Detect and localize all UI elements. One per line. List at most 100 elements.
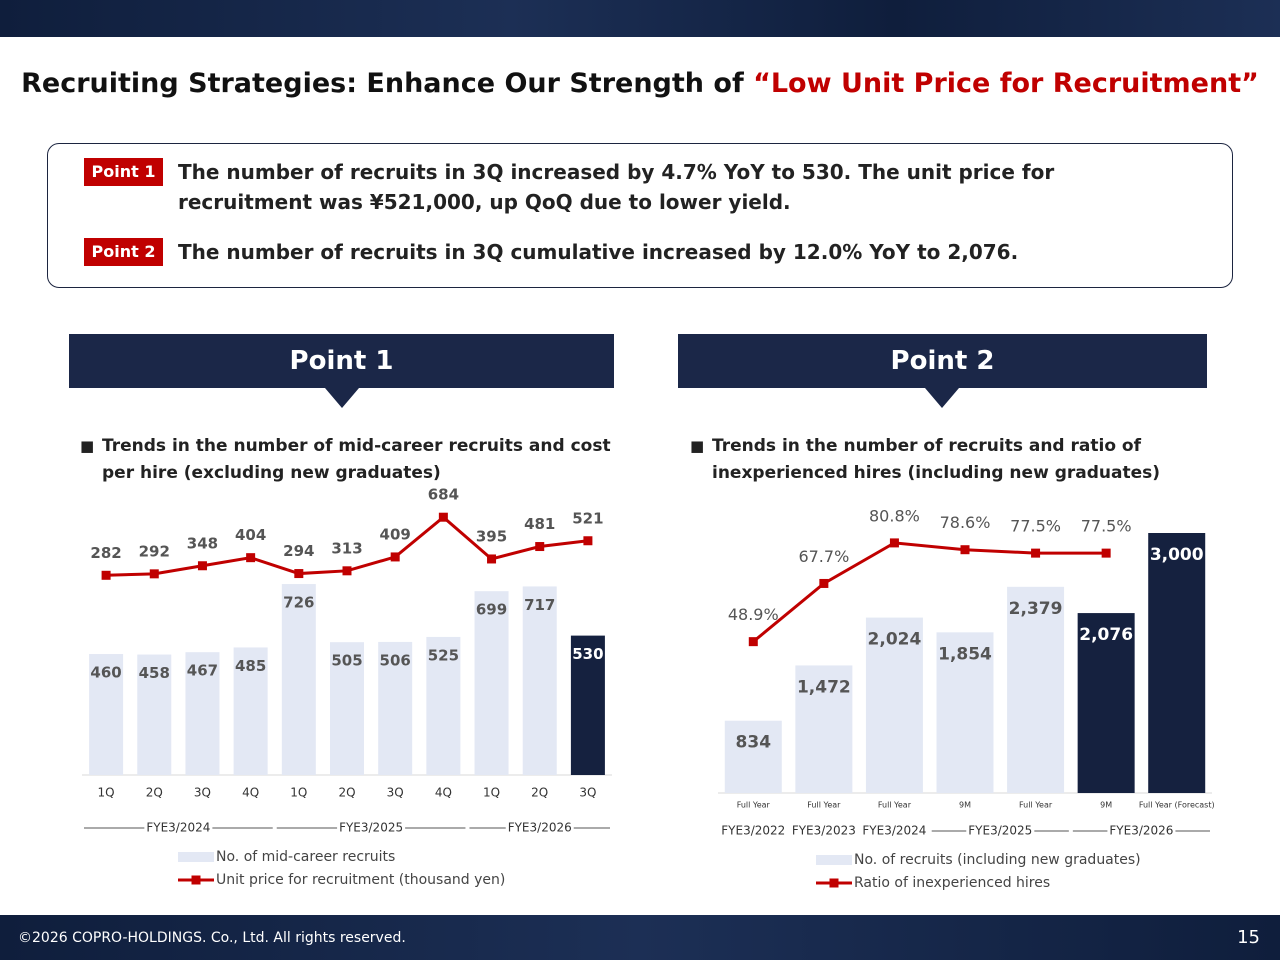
line-marker (149, 569, 159, 579)
legend-swatch (829, 878, 839, 888)
bar-value-label: 506 (380, 651, 411, 669)
copyright: ©2026 COPRO-HOLDINGS. Co., Ltd. All righ… (18, 930, 406, 946)
bar-value-label: 1,472 (797, 677, 851, 697)
bar (1077, 613, 1135, 793)
line-marker (889, 538, 899, 548)
chart-title: Trends in the number of recruits and rat… (690, 433, 1182, 487)
bar (865, 617, 923, 793)
bar (378, 641, 413, 775)
bar (426, 636, 461, 775)
page-number: 15 (1237, 927, 1260, 948)
line-marker (197, 561, 207, 571)
line-marker (246, 553, 256, 563)
line-value-label: 684 (428, 486, 459, 504)
bar-value-label: 3,000 (1150, 545, 1204, 565)
x-tick-label: 9M (1100, 801, 1112, 810)
bar-value-label: 717 (524, 596, 555, 614)
line-marker (583, 536, 593, 546)
line-marker (1101, 548, 1111, 558)
bar (570, 635, 605, 775)
line-value-label: 404 (235, 526, 266, 544)
point-label: Point 1 (84, 158, 163, 186)
bar-value-label: 467 (187, 662, 218, 680)
group-label: FYE3/2024 (862, 824, 926, 838)
bar (233, 647, 268, 775)
line-value-label: 292 (139, 542, 170, 560)
line-value-label: 395 (476, 527, 507, 545)
x-tick-label: 2Q (146, 786, 163, 800)
line-value-label: 294 (283, 542, 314, 560)
x-tick-label: 4Q (242, 786, 259, 800)
bar-value-label: 726 (283, 594, 314, 612)
title-highlight: “Low Unit Price for Recruitment” (753, 68, 1259, 99)
legend-label: No. of recruits (including new graduates… (854, 852, 1141, 868)
bar (474, 591, 509, 775)
x-tick-label: Full Year (737, 801, 771, 810)
line-value-label: 78.6% (940, 513, 991, 532)
bar (795, 665, 853, 793)
x-tick-label: Full Year (878, 801, 912, 810)
line-marker (819, 578, 829, 588)
group-label: FYE3/2025 (339, 821, 403, 835)
line-value-label: 77.5% (1081, 517, 1132, 536)
bar (522, 586, 557, 775)
bar-value-label: 460 (90, 664, 121, 682)
x-tick-label: 9M (959, 801, 971, 810)
bar-value-label: 530 (572, 645, 603, 663)
group-label: FYE3/2026 (508, 821, 572, 835)
line-marker (1031, 548, 1041, 558)
panel-header: Point 2 (678, 334, 1207, 388)
bar (137, 654, 172, 775)
line-marker (748, 637, 758, 647)
line-value-label: 348 (187, 534, 218, 552)
x-tick-label: Full Year (1019, 801, 1053, 810)
point-text: The number of recruits in 3Q cumulative … (178, 240, 1019, 264)
x-tick-label: 3Q (194, 786, 211, 800)
line (752, 541, 1107, 643)
x-tick-label: 3Q (387, 786, 404, 800)
x-tick-label: Full Year (Forecast) (1139, 801, 1215, 810)
line-value-label: 313 (331, 539, 362, 557)
bar (1007, 586, 1065, 793)
bar (281, 584, 316, 775)
line-value-label: 282 (90, 544, 121, 562)
line-value-label: 521 (572, 509, 603, 527)
x-tick-label: 1Q (98, 786, 115, 800)
x-tick-label: Full Year (807, 801, 841, 810)
bar-value-label: 1,854 (938, 644, 992, 664)
bar-value-label: 2,379 (1009, 599, 1063, 619)
legend-swatch (816, 855, 852, 865)
point-label: Point 2 (84, 238, 163, 266)
bar-value-label: 505 (331, 652, 362, 670)
bar (724, 720, 782, 793)
bar-value-label: 2,076 (1079, 625, 1133, 645)
line-value-label: 77.5% (1010, 517, 1061, 536)
x-tick-label: 1Q (290, 786, 307, 800)
line-marker (960, 545, 970, 555)
x-tick-label: 1Q (483, 786, 500, 800)
panel-pointer (325, 388, 359, 408)
legend-swatch (191, 875, 201, 885)
line-marker (535, 542, 545, 552)
x-tick-label: 3Q (579, 786, 596, 800)
x-tick-label: 4Q (435, 786, 452, 800)
bar-value-label: 525 (428, 646, 459, 664)
group-label: FYE3/2024 (146, 821, 210, 835)
bar (89, 654, 124, 775)
bar (1148, 533, 1206, 793)
bar-value-label: 2,024 (868, 630, 922, 650)
bar (330, 642, 364, 775)
group-label: FYE3/2026 (1109, 824, 1173, 838)
bar (185, 652, 220, 775)
chart-title: Trends in the number of mid-career recru… (80, 433, 622, 487)
bar-value-label: 485 (235, 657, 266, 675)
line-value-label: 67.7% (798, 547, 849, 566)
bar-value-label: 458 (139, 664, 170, 682)
bar-value-label: 834 (736, 733, 772, 753)
line-value-label: 80.8% (869, 506, 920, 525)
line-value-label: 409 (380, 525, 411, 543)
group-label: FYE3/2023 (792, 824, 856, 838)
legend-label: No. of mid-career recruits (216, 849, 395, 865)
line-value-label: 48.9% (728, 605, 779, 624)
